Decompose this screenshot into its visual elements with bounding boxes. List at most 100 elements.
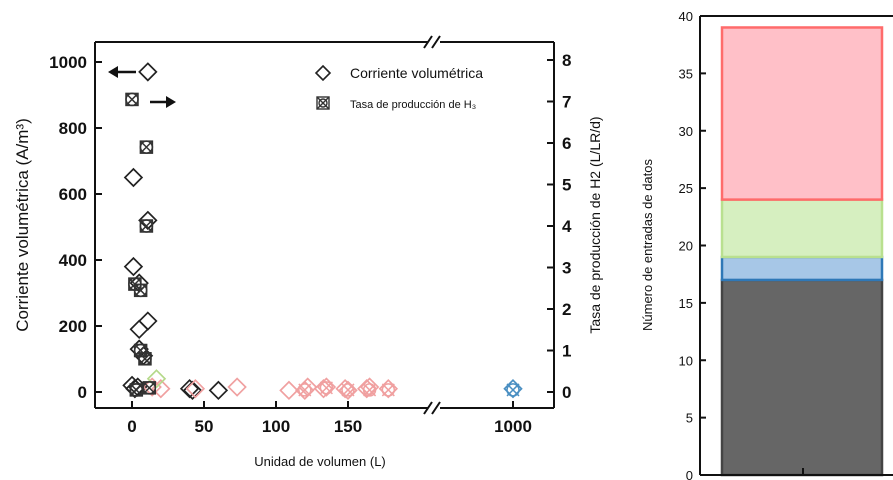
marker-circle xyxy=(142,381,157,395)
data-point-diamond xyxy=(503,378,523,399)
bar-y-tick-label: 0 xyxy=(686,468,693,480)
data-point-diamond xyxy=(279,380,299,401)
marker-line xyxy=(142,381,156,395)
data-point-cross xyxy=(125,92,139,107)
y-left-tick-label: 800 xyxy=(59,119,87,138)
x-tick-label: 1000 xyxy=(494,417,532,436)
data-point-diamond xyxy=(378,378,399,399)
bar-segment xyxy=(720,278,884,477)
data-point-diamond xyxy=(129,319,149,340)
bar-y-tick-label: 30 xyxy=(679,124,693,139)
bar-y-tick-label: 25 xyxy=(679,181,693,196)
marker-circle xyxy=(139,219,154,233)
marker-line xyxy=(341,383,355,397)
x-axis-title: Unidad de volumen (L) xyxy=(254,454,386,469)
marker-line xyxy=(129,383,143,397)
data-point-cross xyxy=(133,343,148,358)
legend-label-current: Corriente volumétrica xyxy=(350,65,483,81)
data-point-diamond xyxy=(146,369,167,389)
data-point-cross xyxy=(319,381,334,395)
data-point-diamond xyxy=(185,378,206,399)
bar-y-tick-label: 10 xyxy=(679,353,693,368)
y-right-tick-label: 7 xyxy=(562,93,571,112)
y-right-axis-title: Tasa de producción de H2 (L/LR/d) xyxy=(587,116,603,333)
marker-line xyxy=(363,383,377,397)
marker-line xyxy=(506,383,520,397)
data-point-diamond xyxy=(138,311,158,331)
bar-segment xyxy=(720,26,884,201)
bar-y-axis-title: Número de entradas de datos xyxy=(640,159,655,331)
y-left-axis-title: Corriente volumétrica (A/m³) xyxy=(13,118,32,332)
scatter-points xyxy=(122,62,523,401)
bar-y-tick-label: 40 xyxy=(679,9,693,24)
data-point-cross xyxy=(138,352,152,366)
x-tick-label: 150 xyxy=(334,417,362,436)
marker-line xyxy=(381,383,395,397)
legend-diamond-icon xyxy=(314,64,332,82)
x-tick-label: 0 xyxy=(127,417,136,436)
bar-y-tick-label: 20 xyxy=(679,239,693,254)
data-point-diamond xyxy=(179,378,200,399)
marker-circle xyxy=(341,383,355,397)
y-right-tick-label: 8 xyxy=(562,51,571,70)
right-axis-arrow xyxy=(150,96,176,108)
data-point-diamond xyxy=(123,256,144,277)
data-point-cross xyxy=(362,383,377,397)
y-right-tick-label: 0 xyxy=(562,383,571,402)
x-tick-label: 100 xyxy=(262,417,290,436)
marker-line xyxy=(125,92,139,106)
marker-circle xyxy=(506,383,520,397)
marker-circle xyxy=(133,343,148,358)
y-left-tick-label: 400 xyxy=(59,251,87,270)
data-point-diamond xyxy=(138,210,158,231)
y-left-tick-label: 200 xyxy=(59,317,87,336)
bar-segments xyxy=(720,26,884,477)
legend-square-x-icon xyxy=(316,96,330,110)
data-point-cross xyxy=(298,383,312,397)
scatter-chart: 0 50 100 150 100002004006008001000012345678 … xyxy=(13,35,603,469)
marker-line xyxy=(139,219,153,233)
left-axis-arrow xyxy=(108,66,136,78)
scatter-legend: Corriente volumétrica Tasa de producción… xyxy=(314,64,483,111)
data-point-cross xyxy=(139,140,154,154)
data-point-diamond xyxy=(182,380,203,401)
marker-circle xyxy=(138,352,152,366)
marker-line xyxy=(298,383,312,397)
y-right-tick-label: 3 xyxy=(562,259,571,278)
data-point-cross xyxy=(381,383,396,397)
data-point-diamond xyxy=(123,167,144,188)
data-point-diamond xyxy=(335,378,355,399)
y-right-tick-label: 6 xyxy=(562,134,571,153)
scatter-ticks: 0 50 100 150 1000 0 200 400 600 800 1000 0 1 2 3 4 5 6 7 8 xyxy=(49,51,572,436)
y-right-tick-label: 5 xyxy=(562,176,571,195)
marker-circle xyxy=(139,140,154,154)
y-right-tick-label: 1 xyxy=(562,342,571,361)
marker-line xyxy=(134,283,148,297)
bar-segment xyxy=(720,198,884,259)
marker-line xyxy=(138,352,152,366)
data-point-diamond xyxy=(208,380,229,401)
data-point-cross xyxy=(129,383,144,397)
y-right-tick-label: 4 xyxy=(562,217,572,236)
y-left-tick-label: 0 xyxy=(78,383,87,402)
data-point-cross xyxy=(133,283,148,298)
data-point-diamond xyxy=(138,62,158,82)
marker-circle xyxy=(133,283,148,298)
data-point-cross xyxy=(142,381,157,395)
bar-chart: 0 5 10 15 20 25 30 35 40 Número de entradas de d… xyxy=(640,9,893,480)
marker-circle xyxy=(129,383,144,397)
bar-ticks: 0 5 10 15 20 25 30 35 40 xyxy=(679,9,706,480)
data-point-cross xyxy=(139,219,154,233)
legend-label-rate: Tasa de producción de H₃ xyxy=(350,99,476,111)
data-point-diamond xyxy=(357,378,377,399)
y-right-tick-label: 2 xyxy=(562,300,571,319)
x-tick-label: 50 xyxy=(195,417,214,436)
data-point-cross xyxy=(506,383,520,397)
bar-y-tick-label: 5 xyxy=(686,411,693,426)
y-left-tick-label: 600 xyxy=(59,185,87,204)
marker-line xyxy=(319,381,333,395)
marker-line xyxy=(134,343,148,358)
marker-circle xyxy=(362,383,377,397)
bar-segment xyxy=(720,255,884,282)
